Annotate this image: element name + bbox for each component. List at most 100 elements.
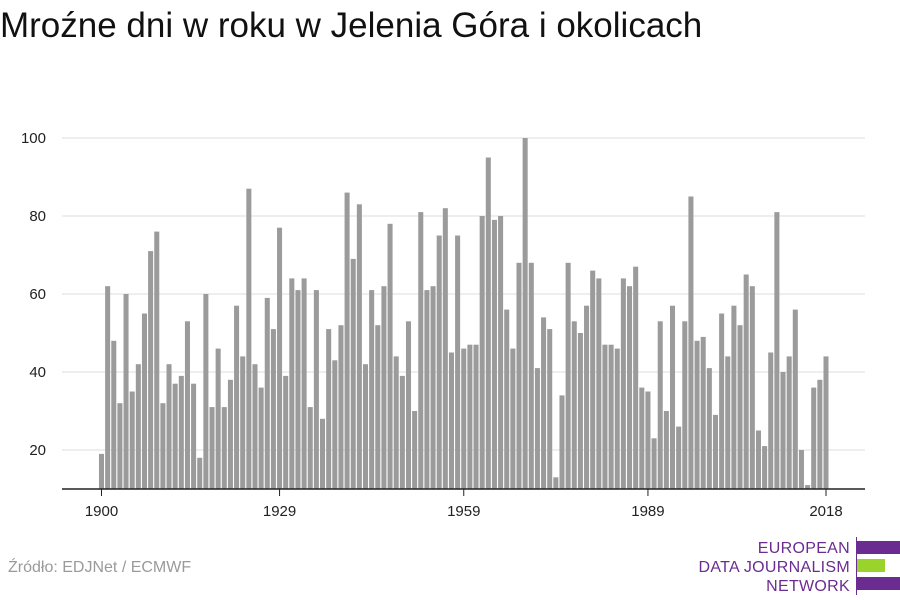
bar-1947	[387, 223, 393, 490]
y-tick-label: 60	[29, 286, 46, 303]
bar-1945	[375, 325, 381, 489]
bar-1987	[633, 266, 639, 489]
bar-1980	[590, 270, 596, 489]
bar-1977	[571, 321, 577, 489]
bar-1979	[584, 305, 590, 489]
bar-1943	[362, 364, 369, 489]
bar-1906	[135, 364, 141, 489]
bar-1900	[98, 453, 105, 489]
bar-1938	[332, 360, 338, 489]
bar-1953	[424, 290, 430, 489]
bar-1907	[141, 313, 147, 489]
bar-1914	[184, 321, 190, 489]
bar-1982	[602, 344, 608, 489]
logo-line-3: NETWORK	[766, 578, 850, 595]
bar-1983	[608, 344, 614, 489]
bar-1946	[381, 286, 387, 489]
bar-2011	[780, 372, 786, 489]
bar-1951	[412, 411, 418, 489]
bar-2003	[731, 305, 737, 489]
bar-1986	[627, 286, 633, 489]
bar-1949	[399, 375, 405, 489]
y-tick-label: 100	[21, 130, 46, 147]
bar-1974	[553, 477, 559, 489]
logo-line-1: EUROPEAN	[757, 540, 850, 557]
bar-1928	[270, 329, 276, 489]
bar-1997	[694, 340, 700, 489]
bar-2018	[823, 356, 829, 489]
bar-1931	[289, 278, 295, 489]
bar-1958	[455, 235, 461, 489]
bar-1941	[350, 258, 356, 489]
logo-text: EUROPEAN DATA JOURNALISM NETWORK	[699, 539, 850, 596]
bar-1956	[442, 208, 448, 489]
bar-1909	[154, 231, 160, 489]
bar-1964	[491, 219, 497, 489]
bar-1988	[639, 387, 645, 489]
bar-1996	[688, 196, 694, 489]
bar-2010	[774, 212, 780, 489]
bar-1925	[252, 364, 258, 489]
bar-1975	[559, 395, 565, 489]
bar-1937	[326, 329, 332, 489]
bar-1969	[522, 138, 528, 489]
bar-2007	[755, 430, 761, 489]
bar-1910	[160, 403, 166, 489]
bar-1978	[577, 333, 583, 489]
bar-1962	[479, 216, 485, 489]
bar-1932	[295, 290, 301, 489]
bar-1963	[485, 157, 491, 489]
bar-1955	[436, 235, 442, 489]
axes: 20 40 60 80 100 1900 1929 1959 1989 2018	[21, 130, 865, 520]
bar-1957	[448, 352, 454, 489]
bar-1991	[657, 321, 663, 489]
bar-1940	[344, 192, 350, 489]
bar-2001	[719, 313, 725, 489]
bar-1911	[166, 364, 172, 489]
bar-1936	[320, 418, 326, 489]
bar-1984	[614, 348, 620, 489]
bar-1942	[356, 204, 362, 490]
bar-1995	[682, 321, 688, 489]
bar-1985	[620, 278, 626, 489]
bar-1915	[191, 383, 197, 489]
bar-1935	[313, 290, 319, 489]
bar-2014	[798, 450, 804, 489]
bar-1927	[264, 297, 270, 489]
bar-1902	[111, 340, 117, 489]
bar-1968	[516, 262, 522, 489]
bar-1923	[240, 356, 246, 489]
bar-1921	[227, 379, 233, 489]
edjnet-logo: EUROPEAN DATA JOURNALISM NETWORK	[699, 537, 900, 596]
bar-2006	[749, 286, 755, 489]
bar-2015	[805, 485, 811, 489]
bar-1913	[178, 375, 184, 489]
bar-1930	[283, 375, 289, 489]
x-tick-label: 1959	[447, 503, 480, 520]
bar-1973	[547, 329, 553, 489]
bar-1922	[234, 305, 240, 489]
bar-1972	[541, 317, 547, 489]
x-tick-label: 2018	[809, 503, 842, 520]
bar-1912	[172, 383, 178, 489]
bar-1950	[405, 321, 412, 489]
x-tick-label: 1989	[631, 503, 664, 520]
bar-2004	[737, 325, 743, 489]
bar-1954	[430, 286, 436, 489]
bar-1970	[528, 262, 534, 489]
bar-1934	[307, 407, 313, 489]
logo-bar-bottom	[857, 577, 900, 590]
bar-1903	[117, 403, 123, 489]
bar-1918	[209, 407, 215, 489]
bar-2016	[811, 387, 817, 489]
x-tick-label: 1929	[263, 503, 296, 520]
chart-title: Mroźne dni w roku w Jelenia Góra i okoli…	[0, 6, 703, 45]
y-tick-label: 20	[29, 442, 46, 459]
bar-2009	[768, 352, 774, 489]
bar-1919	[215, 348, 221, 489]
bar-1948	[393, 356, 399, 489]
bar-2017	[817, 379, 823, 489]
bar-1998	[700, 336, 706, 489]
bar-1966	[504, 309, 510, 489]
